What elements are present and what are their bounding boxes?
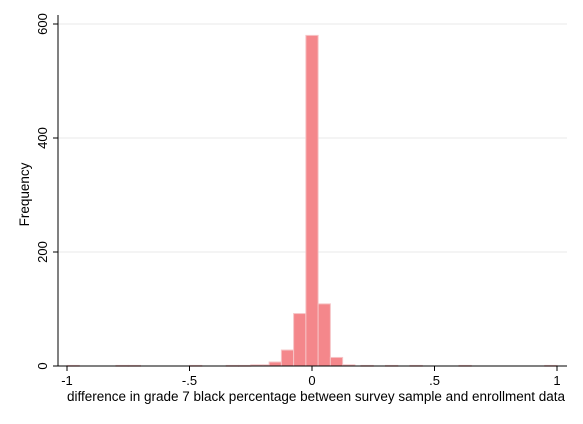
x-tick-label: 1: [553, 373, 560, 388]
x-tick-label: .5: [429, 373, 440, 388]
y-axis-ticks: 0 200 400 600: [35, 13, 58, 370]
x-tick-label: -.5: [182, 373, 197, 388]
y-tick-label: 0: [35, 362, 50, 369]
histogram-bar: [317, 303, 331, 367]
x-axis-ticks: -1 -.5 0 .5 1: [61, 366, 561, 388]
histogram-bar: [268, 361, 282, 367]
x-axis-title: difference in grade 7 black percentage b…: [67, 389, 566, 404]
y-axis-title: Frequency: [17, 162, 32, 226]
y-tick-label: 200: [35, 241, 50, 263]
y-tick-label: 600: [35, 13, 50, 35]
histogram-bar: [293, 313, 307, 367]
x-tick-label: 0: [308, 373, 315, 388]
histogram-bar: [305, 34, 319, 367]
histogram-bars: [66, 34, 558, 367]
y-tick-label: 400: [35, 127, 50, 149]
histogram-bar: [329, 356, 344, 367]
histogram-bar: [280, 349, 295, 367]
x-tick-label: -1: [61, 373, 73, 388]
